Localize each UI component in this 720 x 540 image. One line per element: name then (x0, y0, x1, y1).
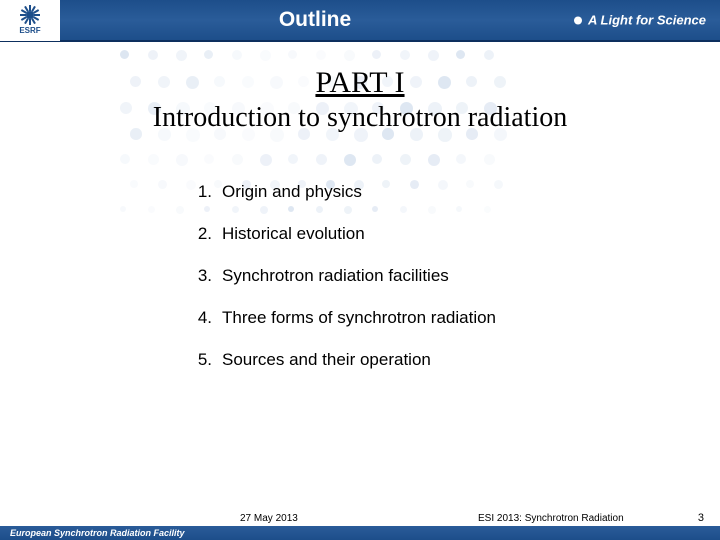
list-item: 1. Origin and physics (186, 182, 720, 202)
list-number: 5. (186, 350, 212, 370)
list-item: 5. Sources and their operation (186, 350, 720, 370)
tagline-dot-icon (574, 16, 582, 24)
header-bar: ESRF Outline A Light for Science (0, 0, 720, 42)
list-number: 2. (186, 224, 212, 244)
list-item: 2. Historical evolution (186, 224, 720, 244)
list-number: 1. (186, 182, 212, 202)
footer-conference: ESI 2013: Synchrotron Radiation (478, 513, 624, 524)
list-item: 4. Three forms of synchrotron radiation (186, 308, 720, 328)
list-number: 3. (186, 266, 212, 286)
tagline: A Light for Science (574, 13, 706, 28)
outline-list: 1. Origin and physics 2. Historical evoluti… (186, 182, 720, 370)
footer-date: 27 May 2013 (240, 513, 298, 524)
list-label: Sources and their operation (222, 350, 431, 370)
footer-bar: European Synchrotron Radiation Facility (0, 526, 720, 540)
list-label: Three forms of synchrotron radiation (222, 308, 496, 328)
list-label: Historical evolution (222, 224, 365, 244)
list-label: Origin and physics (222, 182, 362, 202)
footer-page-number: 3 (698, 512, 704, 524)
list-label: Synchrotron radiation facilities (222, 266, 449, 286)
footer: 27 May 2013 ESI 2013: Synchrotron Radiat… (0, 510, 720, 540)
part-title: PART I (0, 66, 720, 100)
list-item: 3. Synchrotron radiation facilities (186, 266, 720, 286)
list-number: 4. (186, 308, 212, 328)
content-area: PART I Introduction to synchrotron radia… (0, 42, 720, 370)
tagline-text: A Light for Science (588, 13, 706, 28)
logo-sun-icon (20, 5, 40, 25)
subtitle: Introduction to synchrotron radiation (0, 102, 720, 134)
footer-org: European Synchrotron Radiation Facility (10, 528, 185, 538)
